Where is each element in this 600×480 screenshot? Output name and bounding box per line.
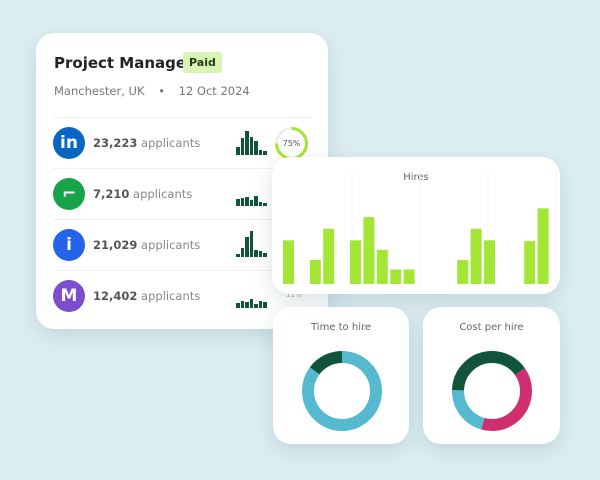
applicant-count: 7,210 applicants	[93, 187, 193, 201]
spark-bar	[254, 304, 258, 308]
monster-icon: M	[53, 280, 85, 312]
source-row[interactable]: i 21,029 applicants	[53, 219, 311, 270]
job-title: Project Manager	[54, 54, 194, 72]
hires-bar	[470, 228, 482, 284]
spark-bar	[254, 250, 258, 257]
sparkline	[236, 231, 267, 257]
spark-bar	[258, 251, 262, 257]
source-row[interactable]: in 23,223 applicants 75%	[53, 117, 311, 168]
hires-bar	[403, 269, 415, 284]
spark-bar	[263, 151, 267, 155]
hires-bar	[537, 208, 549, 284]
spark-bar	[263, 203, 267, 206]
linkedin-icon: in	[53, 127, 85, 159]
sparkline	[236, 129, 267, 155]
sparkline	[236, 180, 267, 206]
spark-bar	[245, 131, 249, 155]
hires-bar	[457, 260, 469, 284]
sparkline	[236, 282, 267, 308]
indeed-icon: i	[53, 229, 85, 261]
hires-bar	[363, 217, 375, 284]
donut-segment	[452, 351, 532, 431]
cost-per-hire-card: Cost per hire	[423, 307, 560, 444]
spark-bar	[254, 141, 258, 155]
spark-bar	[236, 303, 240, 308]
spark-bar	[236, 199, 240, 206]
spark-bar	[240, 301, 244, 308]
source-row[interactable]: M 12,402 applicants 12%	[53, 270, 311, 321]
hires-bar	[376, 249, 388, 284]
spark-bar	[258, 150, 262, 155]
spark-bar	[263, 302, 267, 308]
hires-bar	[309, 260, 321, 284]
spark-bar	[249, 200, 253, 206]
spark-bar	[240, 198, 244, 206]
source-row[interactable]: ⌐ 7,210 applicants	[53, 168, 311, 219]
spark-bar	[249, 299, 253, 308]
hires-bar	[283, 240, 294, 284]
glassdoor-icon: ⌐	[53, 178, 85, 210]
job-meta: Manchester, UK • 12 Oct 2024	[54, 84, 250, 98]
hires-bar	[350, 240, 361, 284]
donut-segment	[452, 351, 532, 431]
spark-bar	[240, 138, 244, 155]
applicant-count: 23,223 applicants	[93, 136, 201, 150]
time-to-hire-donut	[302, 351, 382, 431]
progress-percent: 12%	[286, 291, 302, 299]
location: Manchester, UK	[54, 84, 145, 98]
time-to-hire-card: Time to hire	[273, 307, 409, 444]
progress-percent: 75%	[282, 139, 301, 148]
cost-per-hire-donut	[452, 351, 532, 431]
spark-bar	[249, 137, 253, 155]
spark-bar	[258, 301, 262, 308]
hires-bar	[323, 228, 335, 284]
donut-segment	[302, 351, 382, 431]
spark-bar	[245, 197, 249, 206]
spark-bar	[240, 248, 244, 257]
spark-bar	[236, 147, 240, 155]
cost-per-hire-title: Cost per hire	[459, 322, 524, 333]
hires-card: Hires	[272, 157, 560, 294]
spark-bar	[236, 254, 240, 257]
spark-bar	[263, 253, 267, 257]
spark-bar	[249, 231, 253, 257]
time-to-hire-title: Time to hire	[310, 322, 372, 333]
spark-bar	[258, 202, 262, 206]
spark-bar	[245, 237, 249, 257]
hires-bar	[524, 241, 536, 284]
spark-bar	[254, 196, 258, 206]
donut-segment	[452, 351, 532, 431]
separator: •	[158, 84, 165, 98]
spark-bar	[245, 302, 249, 308]
applicant-count: 12,402 applicants	[93, 289, 201, 303]
hires-title: Hires	[403, 172, 429, 183]
hires-bar	[390, 269, 402, 284]
paid-badge: Paid	[183, 52, 222, 73]
date: 12 Oct 2024	[178, 84, 250, 98]
hires-bar	[484, 240, 495, 284]
applicant-count: 21,029 applicants	[93, 238, 201, 252]
hires-chart	[283, 169, 557, 285]
